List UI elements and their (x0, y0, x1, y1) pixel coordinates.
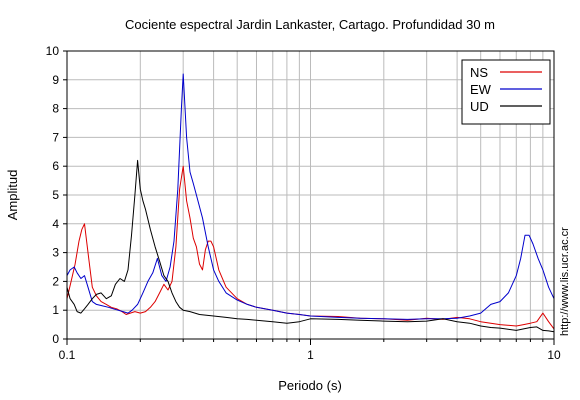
y-axis-title: Amplitud (5, 170, 20, 221)
legend-label-ud: UD (470, 99, 489, 114)
x-tick-label: 0.1 (59, 348, 76, 362)
y-tick-label: 10 (46, 44, 60, 58)
x-axis-title: Periodo (s) (278, 378, 342, 393)
x-tick-label: 1 (307, 348, 314, 362)
y-tick-label: 8 (52, 102, 59, 116)
series-line-ew (66, 73, 555, 320)
y-tick-label: 1 (52, 303, 59, 317)
legend-box (461, 59, 551, 125)
y-tick-label: 3 (52, 246, 59, 260)
x-tick-label: 10 (547, 348, 561, 362)
legend-label-ns: NS (470, 65, 488, 80)
legend-label-ew: EW (470, 82, 492, 97)
legend: NS EW UD (461, 59, 551, 125)
source-url: http://www.lis.ucr.ac.cr (559, 227, 571, 336)
axis-ticks: 0 1 2 3 4 5 6 7 8 9 10 0.1 1 10 (46, 44, 561, 362)
y-tick-label: 4 (52, 217, 59, 231)
y-tick-label: 6 (52, 159, 59, 173)
y-tick-label: 2 (52, 274, 59, 288)
y-tick-label: 0 (52, 332, 59, 346)
series-layer (66, 73, 555, 333)
series-line-ud (66, 159, 555, 333)
chart-title: Cociente espectral Jardin Lankaster, Car… (125, 17, 495, 32)
y-tick-label: 7 (52, 130, 59, 144)
y-tick-label: 5 (52, 188, 59, 202)
y-tick-label: 9 (52, 73, 59, 87)
